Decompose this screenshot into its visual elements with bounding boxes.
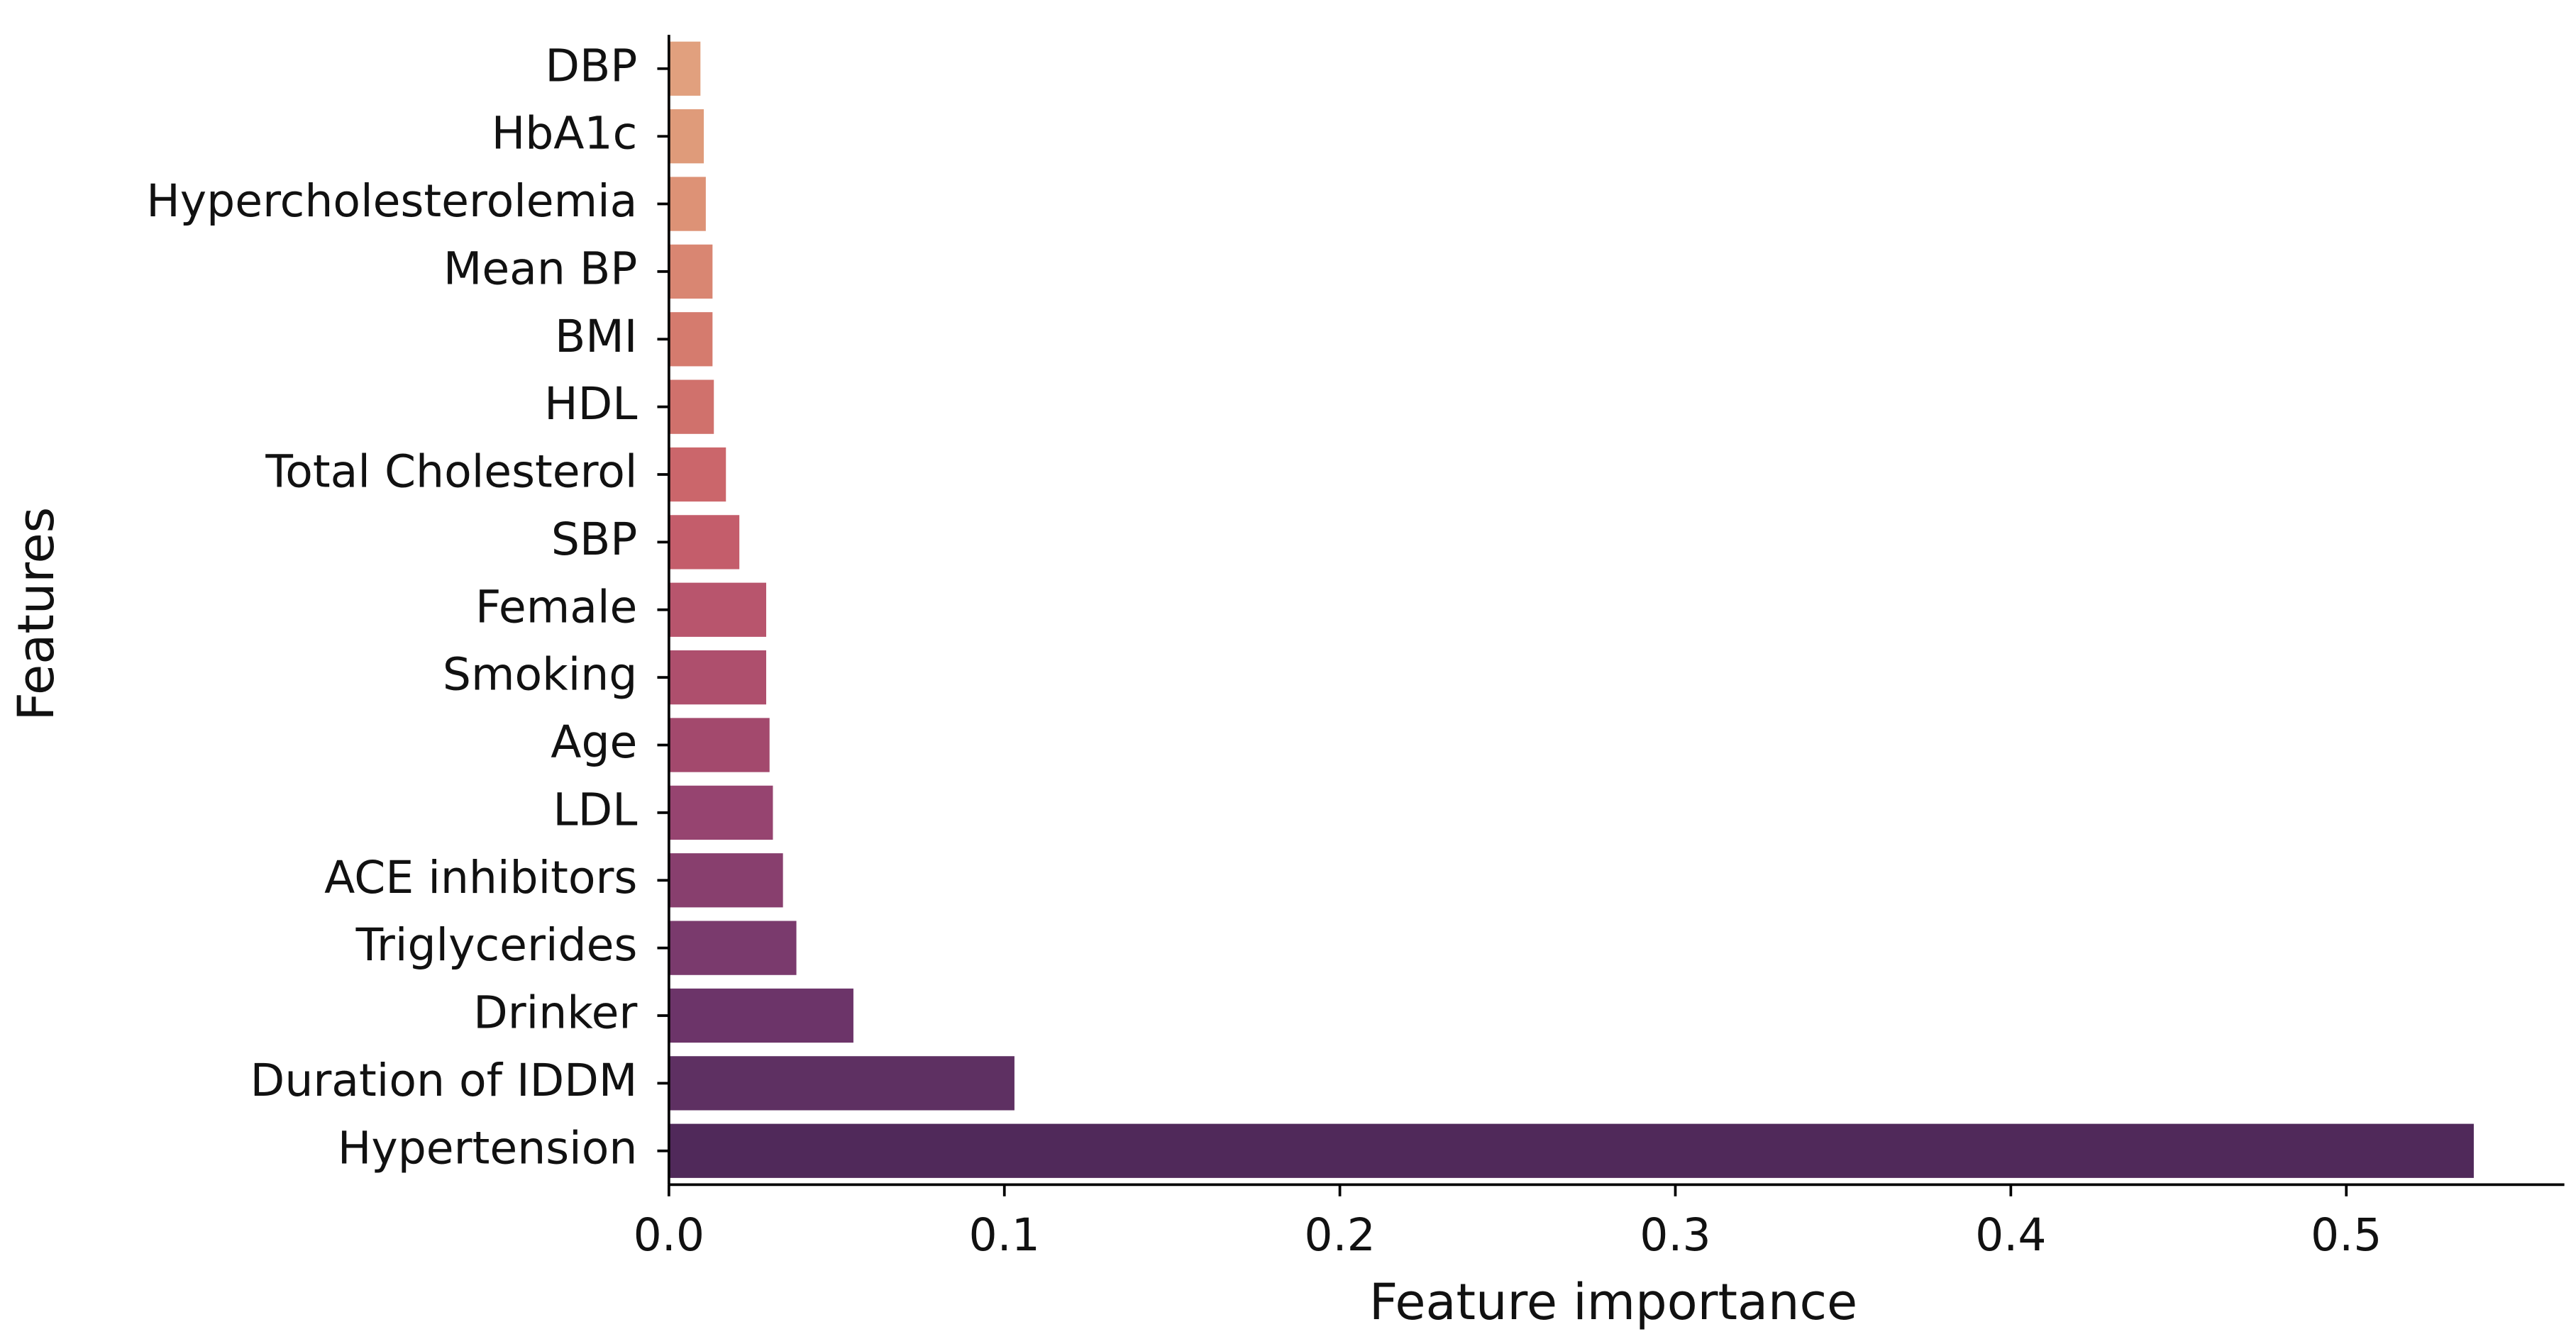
x-tick-label: 0.4 (1975, 1209, 2046, 1261)
y-tick-label: Female (475, 580, 637, 633)
y-tick-label: LDL (553, 783, 637, 835)
y-tick-label: Smoking (443, 648, 638, 701)
y-tick-label: HbA1c (492, 107, 638, 160)
y-tick-label: ACE inhibitors (324, 851, 637, 904)
bar (668, 177, 706, 231)
x-axis-title: Feature importance (1369, 1273, 1857, 1331)
bar (668, 785, 773, 840)
y-tick-label: Hypercholesterolemia (146, 174, 637, 227)
bar (668, 921, 797, 975)
bar (668, 650, 766, 705)
x-tick-label: 0.1 (969, 1209, 1040, 1261)
y-tick-label: Mean BP (443, 243, 638, 295)
bar (668, 312, 713, 367)
y-tick-label: Triglycerides (355, 918, 638, 971)
bar (668, 379, 714, 434)
y-tick-label: Age (551, 716, 637, 768)
bar (668, 244, 713, 299)
bar (668, 109, 704, 164)
y-tick-label: Drinker (473, 987, 637, 1039)
y-tick-label: BMI (555, 310, 637, 362)
x-tick-label: 0.5 (2311, 1209, 2382, 1261)
x-tick-label: 0.3 (1640, 1209, 1710, 1261)
bar (668, 1123, 2474, 1178)
y-tick-label: DBP (545, 39, 637, 91)
bar (668, 1056, 1015, 1111)
y-tick-label: Total Cholesterol (265, 445, 637, 498)
bar (668, 582, 766, 637)
bar (668, 41, 701, 96)
y-tick-label: Hypertension (338, 1121, 638, 1174)
bar (668, 988, 853, 1043)
x-tick-label: 0.0 (634, 1209, 704, 1261)
bar (668, 718, 770, 772)
y-tick-label: Duration of IDDM (250, 1054, 638, 1106)
bar (668, 515, 740, 570)
y-axis-title: Features (7, 507, 65, 721)
y-tick-label: SBP (551, 513, 638, 565)
y-tick-label: HDL (544, 377, 637, 430)
x-tick-label: 0.2 (1304, 1209, 1375, 1261)
bar (668, 447, 726, 502)
bar (668, 853, 783, 908)
